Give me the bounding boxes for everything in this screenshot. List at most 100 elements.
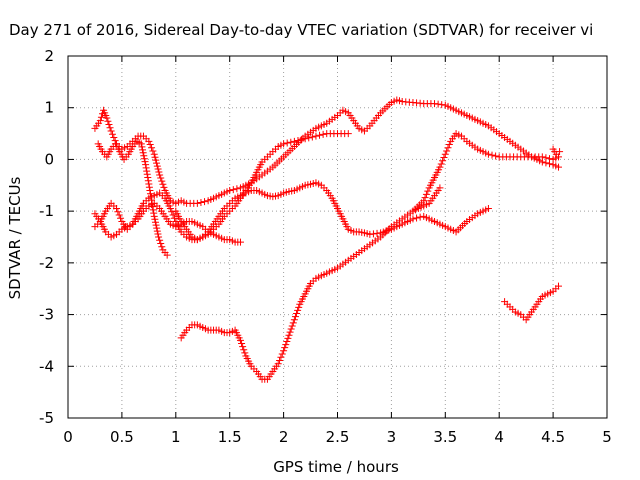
- data-point: [138, 143, 146, 151]
- data-point: [441, 150, 449, 158]
- data-point: [316, 131, 324, 139]
- data-point: [151, 153, 159, 161]
- data-point: [157, 174, 165, 182]
- data-point: [148, 144, 156, 152]
- data-point: [153, 162, 161, 170]
- data-point: [229, 186, 237, 194]
- data-point: [284, 334, 292, 342]
- data-point: [158, 177, 166, 185]
- data-point: [290, 137, 298, 145]
- series-track-8: [409, 184, 444, 215]
- data-point: [492, 152, 500, 160]
- data-point: [201, 198, 209, 206]
- axis-ticks: 0 0.5 1 1.5 2 2.5 3 3.5 4 4.5 5 2 1 0 -1 -2 -3 -4 -5: [39, 47, 612, 446]
- x-tick-label: 1.5: [218, 428, 242, 446]
- data-point: [103, 114, 111, 122]
- data-point: [159, 180, 167, 188]
- data-point: [439, 157, 447, 165]
- data-point: [151, 215, 159, 223]
- data-point: [140, 152, 148, 160]
- data-point: [542, 154, 550, 162]
- data-point: [166, 205, 174, 213]
- data-point: [484, 205, 492, 213]
- data-point: [155, 233, 163, 241]
- data-point: [239, 343, 247, 351]
- data-point: [163, 251, 171, 259]
- data-point: [155, 168, 163, 176]
- data-point: [286, 328, 294, 336]
- data-point: [238, 340, 246, 348]
- data-point: [154, 230, 162, 238]
- y-tick-label: 0: [44, 150, 54, 168]
- data-point: [142, 164, 150, 172]
- data-point: [149, 203, 157, 211]
- y-tick-label: -3: [39, 306, 54, 324]
- data-point: [556, 148, 564, 156]
- x-tick-label: 4: [494, 428, 504, 446]
- data-point: [156, 236, 164, 244]
- data-point: [96, 117, 104, 125]
- data-point: [440, 153, 448, 161]
- data-point: [150, 212, 158, 220]
- data-point: [277, 353, 285, 361]
- data-point: [416, 213, 424, 221]
- x-tick-label: 3: [387, 428, 397, 446]
- data-point: [153, 227, 161, 235]
- x-tick-label: 5: [602, 428, 612, 446]
- data-point: [280, 140, 288, 148]
- data-point: [140, 155, 148, 163]
- grid: [68, 56, 607, 418]
- x-tick-label: 0: [63, 428, 73, 446]
- data-point: [139, 149, 147, 157]
- data-point: [424, 187, 432, 195]
- data-point: [168, 208, 176, 216]
- data-point: [152, 221, 160, 229]
- data-point: [114, 208, 122, 216]
- data-point: [434, 100, 442, 108]
- data-point: [143, 170, 151, 178]
- y-tick-label: -2: [39, 254, 54, 272]
- series-track-2: [91, 179, 492, 244]
- data-point: [436, 184, 444, 192]
- data-point: [287, 325, 295, 333]
- data-point: [153, 224, 161, 232]
- y-tick-label: -1: [39, 202, 54, 220]
- series-track-4: [177, 130, 562, 383]
- y-tick-label: -5: [39, 409, 54, 427]
- data-point: [280, 347, 288, 355]
- data-point: [170, 214, 178, 222]
- data-point: [285, 331, 293, 339]
- data-series: [91, 96, 564, 383]
- data-point: [153, 159, 161, 167]
- data-point: [149, 147, 157, 155]
- data-point: [274, 360, 282, 368]
- data-point: [287, 138, 295, 146]
- data-point: [366, 230, 374, 238]
- series-track-7: [94, 137, 171, 259]
- x-tick-label: 1: [171, 428, 181, 446]
- data-point: [145, 180, 153, 188]
- x-tick-label: 2: [279, 428, 289, 446]
- data-point: [236, 238, 244, 246]
- data-point: [488, 151, 496, 159]
- data-point: [282, 341, 290, 349]
- data-point: [113, 205, 121, 213]
- series-track-1: [91, 96, 562, 207]
- x-tick-label: 4.5: [541, 428, 565, 446]
- chart-title: Day 271 of 2016, Sidereal Day-to-day VTE…: [9, 21, 593, 39]
- y-tick-label: -4: [39, 357, 54, 375]
- data-point: [293, 310, 301, 318]
- data-point: [444, 144, 452, 152]
- data-point: [107, 127, 115, 135]
- data-point: [160, 183, 168, 191]
- data-point: [289, 319, 297, 327]
- data-point: [97, 113, 105, 121]
- data-point: [154, 165, 162, 173]
- y-tick-label: 1: [44, 99, 54, 117]
- data-point: [276, 356, 284, 364]
- data-point: [436, 163, 444, 171]
- data-point: [290, 316, 298, 324]
- data-point: [413, 214, 421, 222]
- data-point: [148, 199, 156, 207]
- data-point: [546, 155, 554, 163]
